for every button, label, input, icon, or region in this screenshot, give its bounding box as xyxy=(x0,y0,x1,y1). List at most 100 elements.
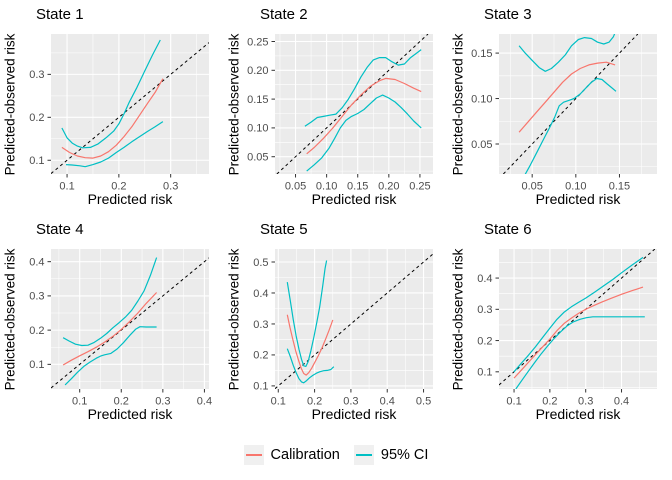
x-tick-label: 0.1 xyxy=(506,396,521,408)
panel-background xyxy=(499,34,657,174)
ci-line-swatch xyxy=(355,454,372,456)
x-tick-label: 0.15 xyxy=(347,181,368,193)
calibration-line-swatch xyxy=(245,454,262,456)
panel-state-1: State 1 Predicted-observed risk 0.1 0.2 0.… xyxy=(0,0,224,215)
legend-item-calibration: Calibration xyxy=(243,445,340,465)
reference-identity-line xyxy=(51,257,209,389)
x-tick-label: 0.05 xyxy=(521,181,542,193)
x-tick-label: 0.1 xyxy=(271,396,286,408)
panel-grid: State 1 Predicted-observed risk 0.1 0.2 0.… xyxy=(0,0,672,430)
y-tick-label: 0.2 xyxy=(477,335,492,347)
x-tick-label: 0.1 xyxy=(72,396,87,408)
95-ci-upper-line xyxy=(513,256,644,373)
y-tick-label: 0.4 xyxy=(29,256,44,268)
panel-title: State 1 xyxy=(36,6,84,23)
plot-panel: 0.1 0.2 0.3 0.4 0.5 0.1 0.2 0.3 0.4 0.5 xyxy=(253,249,433,408)
panel-state-2: State 2 Predicted-observed risk 0.05 0.10… xyxy=(224,0,448,215)
plot-panel: 0.1 0.2 0.3 0.1 0.2 0.3 xyxy=(29,34,209,193)
x-tick-label: 0.4 xyxy=(380,396,395,408)
y-tick-label: 0.10 xyxy=(247,123,268,135)
x-tick-label: 0.3 xyxy=(343,396,358,408)
y-tick-label: 0.1 xyxy=(29,155,44,167)
x-tick-label: 0.2 xyxy=(542,396,557,408)
95-ci-lower-line xyxy=(64,326,157,386)
panel-title: State 5 xyxy=(260,221,308,238)
calibration-line xyxy=(286,314,334,376)
x-tick-label: 0.3 xyxy=(578,396,593,408)
95-ci-upper-line xyxy=(286,260,328,367)
x-tick-label: 0.05 xyxy=(285,181,306,193)
x-axis-label: Predicted risk xyxy=(535,406,621,422)
plot-panel: 0.05 0.10 0.15 0.20 0.25 0.05 0.10 0.15 0.20 0.25 xyxy=(247,34,433,193)
legend-key-95ci xyxy=(353,445,374,465)
plot-panel: 0.05 0.10 0.15 0.05 0.10 0.15 xyxy=(471,34,657,193)
y-tick-label: 0.20 xyxy=(247,65,268,77)
95-ci-lower-line xyxy=(65,121,164,168)
x-axis-label: Predicted risk xyxy=(311,191,397,207)
panel-background xyxy=(51,249,209,389)
y-tick-label: 0.3 xyxy=(253,319,268,331)
x-axis-label: Predicted risk xyxy=(535,191,621,207)
95-ci-lower-line xyxy=(306,94,422,172)
panel-title: State 2 xyxy=(260,6,308,23)
95-ci-lower-line xyxy=(524,77,617,174)
panel-state-5: State 5 Predicted-observed risk 0.1 0.2 0.… xyxy=(224,215,448,430)
legend-label: 95% CI xyxy=(380,447,429,463)
y-tick-label: 0.15 xyxy=(471,48,492,60)
y-tick-label: 0.1 xyxy=(253,381,268,393)
95-ci-upper-line xyxy=(304,49,422,127)
y-tick-label: 0.4 xyxy=(253,288,268,300)
x-tick-label: 0.2 xyxy=(114,396,129,408)
legend-label: Calibration xyxy=(270,447,340,463)
panel-title: State 4 xyxy=(36,221,84,238)
y-tick-label: 0.3 xyxy=(29,291,44,303)
x-tick-label: 0.4 xyxy=(197,396,212,408)
reference-identity-line xyxy=(51,42,209,174)
legend-item-95ci: 95% CI xyxy=(353,445,429,465)
x-axis-label: Predicted risk xyxy=(311,406,397,422)
x-tick-label: 0.25 xyxy=(409,181,430,193)
reference-identity-line xyxy=(503,34,639,174)
x-axis-label: Predicted risk xyxy=(87,191,173,207)
calibration-line xyxy=(61,78,164,159)
95-ci-upper-line xyxy=(518,34,616,72)
y-tick-label: 0.5 xyxy=(253,257,268,269)
x-tick-label: 0.3 xyxy=(163,181,178,193)
95-ci-lower-line xyxy=(286,348,335,384)
y-tick-label: 0.15 xyxy=(247,94,268,106)
x-tick-label: 0.10 xyxy=(565,181,586,193)
calibration-line xyxy=(518,61,616,133)
x-tick-label: 0.10 xyxy=(316,181,337,193)
panel-background xyxy=(275,249,433,389)
95-ci-upper-line xyxy=(62,257,158,347)
calibration-line xyxy=(513,286,644,379)
95-ci-lower-line xyxy=(515,316,645,389)
legend-key-calibration xyxy=(243,445,264,465)
panel-title: State 6 xyxy=(484,221,532,238)
legend: Calibration 95% CI xyxy=(0,430,672,480)
y-tick-label: 0.2 xyxy=(29,112,44,124)
y-tick-label: 0.3 xyxy=(477,304,492,316)
reference-identity-line xyxy=(499,249,656,386)
x-tick-label: 0.4 xyxy=(614,396,629,408)
panel-background xyxy=(275,34,433,174)
calibration-line xyxy=(62,292,158,366)
x-tick-label: 0.20 xyxy=(378,181,399,193)
reference-identity-line xyxy=(275,253,433,389)
y-tick-label: 0.1 xyxy=(29,359,44,371)
panel-state-6: State 6 Predicted-observed risk 0.1 0.2 0.… xyxy=(448,215,672,430)
x-axis-label: Predicted risk xyxy=(87,406,173,422)
y-tick-label: 0.25 xyxy=(247,36,268,48)
panel-title: State 3 xyxy=(484,6,532,23)
95-ci-upper-line xyxy=(61,39,161,149)
x-tick-label: 0.15 xyxy=(609,181,630,193)
plot-panel: 0.1 0.2 0.3 0.4 0.1 0.2 0.3 0.4 xyxy=(477,249,657,408)
panel-state-4: State 4 Predicted-observed risk 0.1 0.2 0.… xyxy=(0,215,224,430)
x-tick-label: 0.2 xyxy=(111,181,126,193)
x-tick-label: 0.5 xyxy=(416,396,431,408)
plot-panel: 0.1 0.2 0.3 0.4 0.1 0.2 0.3 0.4 xyxy=(29,249,212,408)
y-tick-label: 0.2 xyxy=(253,350,268,362)
y-tick-label: 0.05 xyxy=(471,139,492,151)
x-tick-label: 0.1 xyxy=(59,181,74,193)
